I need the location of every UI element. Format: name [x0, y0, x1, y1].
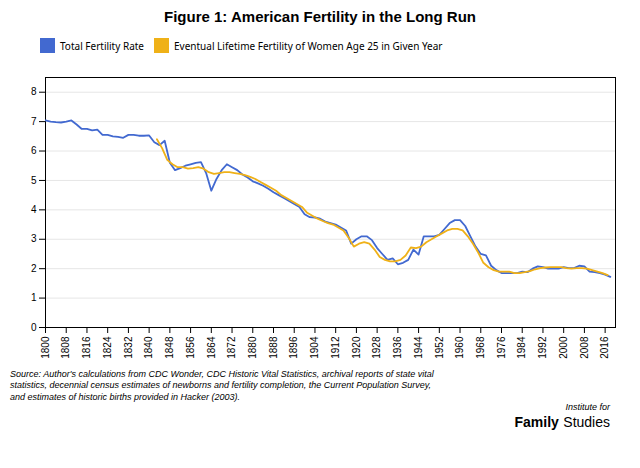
svg-text:1904: 1904 [309, 336, 320, 359]
svg-text:2: 2 [31, 263, 37, 274]
svg-text:1880: 1880 [247, 336, 258, 359]
svg-text:1848: 1848 [164, 336, 175, 359]
svg-text:2008: 2008 [579, 336, 590, 359]
svg-text:4: 4 [31, 204, 37, 215]
svg-text:1992: 1992 [537, 336, 548, 359]
svg-text:1976: 1976 [496, 336, 507, 359]
svg-text:1856: 1856 [185, 336, 196, 359]
svg-text:3: 3 [31, 233, 37, 244]
svg-text:1936: 1936 [392, 336, 403, 359]
svg-text:7: 7 [31, 116, 37, 127]
svg-text:1920: 1920 [351, 336, 362, 359]
html-text:Source: Author's calculations: Source: Author's calculations from CDC W… [10, 369, 434, 402]
svg-text:1864: 1864 [206, 336, 217, 359]
svg-text:1912: 1912 [330, 336, 341, 359]
svg-text:1968: 1968 [475, 336, 486, 359]
svg-text:1984: 1984 [516, 336, 527, 359]
svg-text:1888: 1888 [268, 336, 279, 359]
html-text:Total Fertility Rate: Total Fertility Rate [60, 38, 144, 53]
svg-text:2016: 2016 [599, 336, 610, 359]
html-text:Eventual Lifetime Fertility of: Eventual Lifetime Fertility of Women Age… [174, 38, 443, 53]
svg-text:1952: 1952 [434, 336, 445, 359]
svg-text:1928: 1928 [371, 336, 382, 359]
svg-text:5: 5 [31, 175, 37, 186]
svg-text:1960: 1960 [454, 336, 465, 359]
svg-text:1808: 1808 [60, 336, 71, 359]
svg-text:1832: 1832 [123, 336, 134, 359]
svg-text:1896: 1896 [288, 336, 299, 359]
html-text:Institute for: Institute for [565, 401, 610, 412]
svg-text:1944: 1944 [413, 336, 424, 359]
svg-text:1872: 1872 [226, 336, 237, 359]
html-text:Family Studies: Family Studies [514, 413, 610, 430]
svg-text:1816: 1816 [81, 336, 92, 359]
svg-text:0: 0 [31, 322, 37, 333]
svg-text:2000: 2000 [558, 336, 569, 359]
svg-text:8: 8 [31, 86, 37, 97]
svg-text:6: 6 [31, 145, 37, 156]
svg-text:1: 1 [31, 292, 37, 303]
svg-text:1824: 1824 [102, 336, 113, 359]
svg-text:1840: 1840 [143, 336, 154, 359]
html-text:Figure 1: American Fertility i: Figure 1: American Fertility in the Long… [164, 8, 476, 25]
svg-text:1800: 1800 [40, 336, 51, 359]
